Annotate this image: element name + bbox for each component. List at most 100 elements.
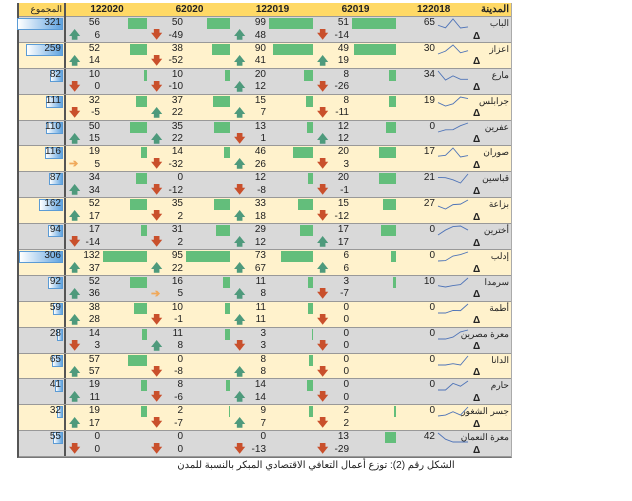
total-value: 92 xyxy=(49,275,61,287)
value-cell-62020: 0 🡇 -12 xyxy=(148,172,231,197)
value-122020: 56 xyxy=(88,17,100,28)
arrow-up-icon: 🡅 xyxy=(69,417,81,430)
data-bar-122020 xyxy=(129,276,147,288)
arrow-up-icon: 🡅 xyxy=(317,262,329,275)
delta-label: Δ xyxy=(473,211,481,223)
value-62019: 49 xyxy=(337,42,349,54)
value-122020: 19 xyxy=(88,405,100,417)
value-cell-122019: 73 🡅 67 xyxy=(231,250,314,275)
total-cell: 306 xyxy=(19,250,66,275)
delta-62020: 22 xyxy=(171,133,183,145)
value-cell-62020: 14 🡇 -32 xyxy=(148,146,231,171)
city-name: أخترين xyxy=(483,225,509,236)
data-bar-122019 xyxy=(307,121,313,133)
value-62019: 51 xyxy=(337,17,349,28)
value-62019: 3 xyxy=(343,275,349,287)
value-cell-122019: 3 🡇 3 xyxy=(231,328,314,353)
arrow-up-icon: 🡅 xyxy=(69,287,81,300)
sparkline xyxy=(437,147,469,158)
total-cell: 110 xyxy=(19,120,66,146)
arrow-down-icon: 🡇 xyxy=(151,184,163,197)
delta-62019: 0 xyxy=(343,340,349,352)
value-122018: 0 xyxy=(429,353,435,365)
total-cell: 41 xyxy=(19,379,66,405)
data-bar-62020 xyxy=(226,380,230,392)
value-cell-62019: 0 🡇 0 xyxy=(314,354,397,379)
delta-122020: 5 xyxy=(94,158,100,170)
arrow-down-icon: 🡇 xyxy=(317,313,329,326)
data-bar-122020 xyxy=(140,406,147,418)
value-122018: 19 xyxy=(423,94,435,106)
sparkline xyxy=(437,199,469,210)
total-data-bar xyxy=(53,432,63,445)
value-cell-62019: 0 🡇 0 xyxy=(314,328,397,353)
data-bar-122020 xyxy=(140,380,147,392)
delta-122019: 18 xyxy=(254,210,266,222)
arrow-down-icon: 🡇 xyxy=(234,443,246,456)
table-row: 55 0 🡇 0 0 🡇 0 0 🡇 -13 13 🡇 -29 42 معرة النعمان Δ xyxy=(19,431,511,458)
delta-label: Δ xyxy=(473,134,481,146)
sparkline-line xyxy=(437,251,469,262)
value-cell-62020: 95 🡅 22 xyxy=(148,250,231,275)
total-data-bar xyxy=(45,95,63,108)
sparkline-line xyxy=(438,303,469,314)
value-cell-122019: 8 🡅 8 xyxy=(231,354,314,379)
data-bar-62020 xyxy=(223,147,230,159)
arrow-down-icon: 🡇 xyxy=(234,184,246,197)
value-62019: 0 xyxy=(343,327,349,339)
delta-label: Δ xyxy=(473,367,481,379)
arrow-down-icon: 🡇 xyxy=(317,365,329,378)
header-city-label: المدينة xyxy=(480,4,509,15)
delta-label: Δ xyxy=(473,392,481,404)
delta-62019: 19 xyxy=(337,55,349,67)
value-122020: 52 xyxy=(88,42,100,54)
table-row: 111 32 🡇 -5 37 🡅 22 15 🡅 7 8 🡇 -11 19 جرابلس Δ xyxy=(19,94,511,121)
data-bar-62019 xyxy=(389,95,396,107)
data-bar-122020 xyxy=(103,251,147,263)
sparkline-line xyxy=(438,355,469,366)
table-row: 32 19 🡅 17 2 🡇 -7 9 🡅 7 2 🡇 2 0 جسر الشغور Δ xyxy=(19,405,511,432)
data-bar-62019 xyxy=(381,225,396,237)
value-cell-122019: 13 🡇 1 xyxy=(231,121,314,146)
total-value: 306 xyxy=(44,250,61,262)
delta-62020: -12 xyxy=(168,184,183,196)
delta-122019: -13 xyxy=(251,443,266,455)
header-122018: 122018 xyxy=(417,4,451,15)
delta-62020: 5 xyxy=(177,288,183,300)
arrow-down-icon: 🡇 xyxy=(151,417,163,430)
value-62020: 35 xyxy=(171,198,183,210)
delta-122019: 1 xyxy=(260,133,266,145)
data-bar-62019 xyxy=(389,69,396,81)
arrow-up-icon: 🡅 xyxy=(234,54,246,67)
delta-label: Δ xyxy=(473,237,481,249)
total-data-bar xyxy=(49,69,63,82)
value-cell-122019: 9 🡅 7 xyxy=(231,405,314,430)
data-bar-122020 xyxy=(129,43,147,55)
value-122018: 0 xyxy=(429,120,435,132)
delta-label: Δ xyxy=(473,289,481,301)
total-cell: 65 xyxy=(19,353,66,379)
value-cell-122019: 29 🡅 12 xyxy=(231,224,314,249)
total-value: 87 xyxy=(49,172,61,184)
value-cell-122020: 34 🡅 34 xyxy=(66,172,148,197)
delta-62020: 2 xyxy=(177,236,183,248)
value-122020: 57 xyxy=(88,353,100,365)
arrow-down-icon: 🡇 xyxy=(317,210,329,223)
arrow-up-icon: 🡅 xyxy=(69,262,81,275)
value-cell-62019: 13 🡇 -29 xyxy=(314,431,397,456)
sparkline xyxy=(437,407,469,417)
value-cell-62020: 8 🡇 -6 xyxy=(148,379,231,404)
value-122018: 0 xyxy=(429,250,435,262)
city-name: صوران xyxy=(483,147,509,158)
data-bar-122020 xyxy=(129,199,147,211)
delta-label: Δ xyxy=(473,444,481,456)
value-62019: 20 xyxy=(337,172,349,184)
delta-62020: -52 xyxy=(168,55,183,67)
delta-label: Δ xyxy=(473,159,481,171)
value-cell-62019: 17 🡅 17 xyxy=(314,224,397,249)
city-cell: 0 عفرين Δ xyxy=(397,121,511,146)
arrow-down-icon: 🡇 xyxy=(151,313,163,326)
value-122019: 99 xyxy=(254,17,266,28)
value-cell-62020: 16 ➔ 5 xyxy=(148,276,231,301)
value-122020: 38 xyxy=(88,301,100,313)
